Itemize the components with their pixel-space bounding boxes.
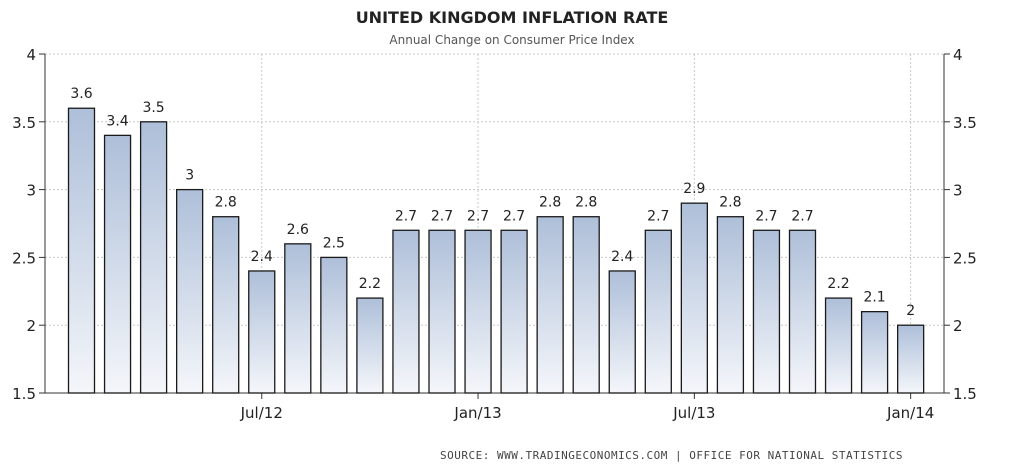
source-footer: SOURCE: WWW.TRADINGECONOMICS.COM | OFFIC… [440, 449, 903, 462]
bar [752, 229, 781, 394]
bar [356, 297, 384, 394]
data-label: 2.9 [683, 181, 705, 197]
bar [464, 229, 492, 394]
bar [103, 134, 132, 394]
data-label: 3.4 [106, 113, 128, 129]
x-tick-label: Jan/14 [886, 404, 934, 422]
data-label: 2.8 [719, 195, 741, 211]
data-label: 3 [185, 168, 194, 184]
data-label: 2.2 [359, 276, 381, 292]
data-label: 2 [906, 303, 915, 319]
data-label: 2.7 [395, 208, 417, 224]
bar [716, 216, 745, 394]
data-label: 2.2 [827, 276, 849, 292]
bar [608, 270, 636, 394]
data-label: 2.7 [467, 208, 489, 224]
bar [392, 229, 420, 394]
x-tick-label: Jul/13 [672, 404, 715, 422]
data-label: 2.7 [755, 208, 777, 224]
data-label: 2.4 [251, 249, 273, 265]
data-label: 2.8 [539, 195, 561, 211]
y-tick-label-left: 1.5 [12, 385, 36, 403]
x-tick-label: Jan/13 [453, 404, 501, 422]
bar [175, 188, 204, 394]
bar [428, 229, 456, 394]
data-label: 2.7 [431, 208, 453, 224]
bar [644, 229, 672, 394]
x-tick-label: Jul/12 [240, 404, 283, 422]
data-label: 3.6 [70, 86, 92, 102]
data-label: 2.7 [791, 208, 813, 224]
chart-subtitle: Annual Change on Consumer Price Index [389, 33, 635, 47]
y-tick-label-left: 2.5 [12, 249, 36, 267]
bar [572, 216, 600, 394]
data-label: 2.7 [647, 208, 669, 224]
bar [860, 310, 889, 394]
bar [788, 229, 817, 394]
y-tick-label-left: 3 [26, 182, 36, 200]
data-label: 2.8 [575, 195, 597, 211]
y-tick-label-right: 3 [953, 182, 963, 200]
y-tick-label-right: 2 [953, 317, 963, 335]
y-tick-label-right: 2.5 [953, 249, 977, 267]
bar [500, 229, 528, 394]
bar [320, 256, 348, 394]
bar [824, 297, 853, 394]
y-tick-label-left: 4 [26, 46, 36, 64]
data-label: 3.5 [142, 100, 164, 116]
data-label: 2.1 [863, 290, 885, 306]
y-tick-label-right: 3.5 [953, 114, 977, 132]
data-label: 2.6 [287, 222, 309, 238]
bar [212, 216, 240, 394]
y-tick-label-right: 1.5 [953, 385, 977, 403]
bar [897, 324, 925, 394]
data-label: 2.5 [323, 235, 345, 251]
bar [680, 202, 708, 394]
y-tick-label-left: 2 [26, 317, 36, 335]
bar [139, 121, 168, 394]
y-tick-label-right: 4 [953, 46, 963, 64]
chart-title: UNITED KINGDOM INFLATION RATE [355, 8, 669, 27]
data-label: 2.4 [611, 249, 633, 265]
y-tick-label-left: 3.5 [12, 114, 36, 132]
bar [284, 243, 312, 394]
data-label: 2.8 [215, 195, 237, 211]
bar [67, 107, 96, 394]
bar [536, 216, 564, 394]
data-label: 2.7 [503, 208, 525, 224]
bar [248, 270, 276, 394]
